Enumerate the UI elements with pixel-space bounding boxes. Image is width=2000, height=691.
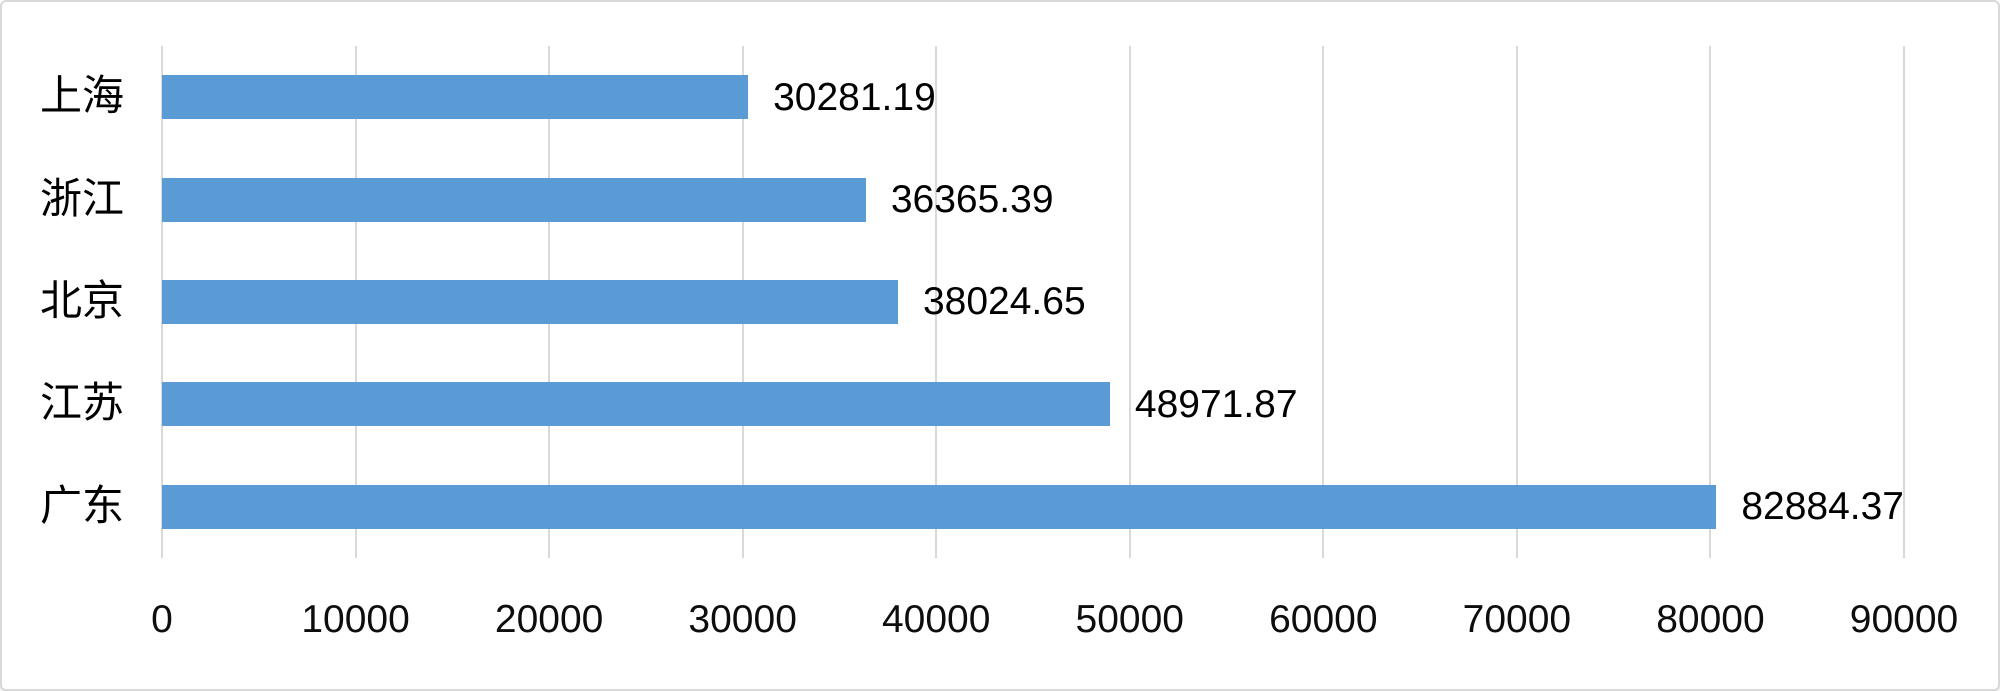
bars-layer: 上海 30281.19 浙江 36365.39 北京 38024.65 江苏 48971.87…: [40, 46, 1904, 558]
bar: [162, 177, 866, 222]
x-tick-label: 30000: [688, 598, 797, 641]
value-label: 36365.39: [890, 178, 1054, 222]
x-tick-label: 10000: [301, 598, 410, 641]
gridline-70000: [1515, 46, 1518, 558]
x-tick-label: 80000: [1656, 598, 1765, 641]
gridline-60000: [1322, 46, 1325, 558]
gridline-80000: [1709, 46, 1712, 558]
value-label: 38024.65: [922, 280, 1086, 324]
gridline-40000: [935, 46, 938, 558]
bar: [162, 279, 898, 324]
bar-row: 广东 82884.37: [40, 456, 1904, 558]
value-label: 82884.37: [1741, 485, 1904, 529]
gridline-90000: [1903, 46, 1905, 558]
x-tick-label: 90000: [1849, 598, 1959, 641]
category-label: 上海: [39, 74, 124, 121]
x-tick-label: 40000: [881, 598, 991, 641]
bar-row: 北京 38024.65: [40, 251, 1904, 353]
bar-row: 上海 30281.19: [40, 46, 1904, 148]
x-axis: 0 10000 20000 30000 40000 50000 60000 70000 8000…: [151, 598, 1958, 650]
x-tick-label: 50000: [1075, 598, 1184, 641]
category-label: 广东: [39, 483, 124, 530]
bar-row: 江苏 48971.87: [40, 353, 1904, 455]
x-tick-label: 60000: [1269, 598, 1378, 641]
value-label: 30281.19: [773, 75, 936, 119]
bar-row: 浙江 36365.39: [40, 148, 1904, 250]
category-label: 江苏: [39, 381, 124, 428]
gridline-50000: [1128, 46, 1131, 558]
bar: [162, 75, 749, 120]
category-label: 北京: [39, 278, 124, 325]
category-label: 浙江: [39, 176, 124, 223]
x-tick-label: 70000: [1462, 598, 1572, 641]
value-label: 48971.87: [1134, 382, 1298, 426]
bar: [162, 382, 1110, 427]
x-tick-label: 20000: [494, 598, 604, 641]
plot-area: 上海 30281.19 浙江 36365.39 北京 38024.65 江苏 48971.87…: [40, 46, 1905, 558]
bar: [162, 484, 1717, 529]
x-tick-label: 0: [151, 598, 173, 641]
